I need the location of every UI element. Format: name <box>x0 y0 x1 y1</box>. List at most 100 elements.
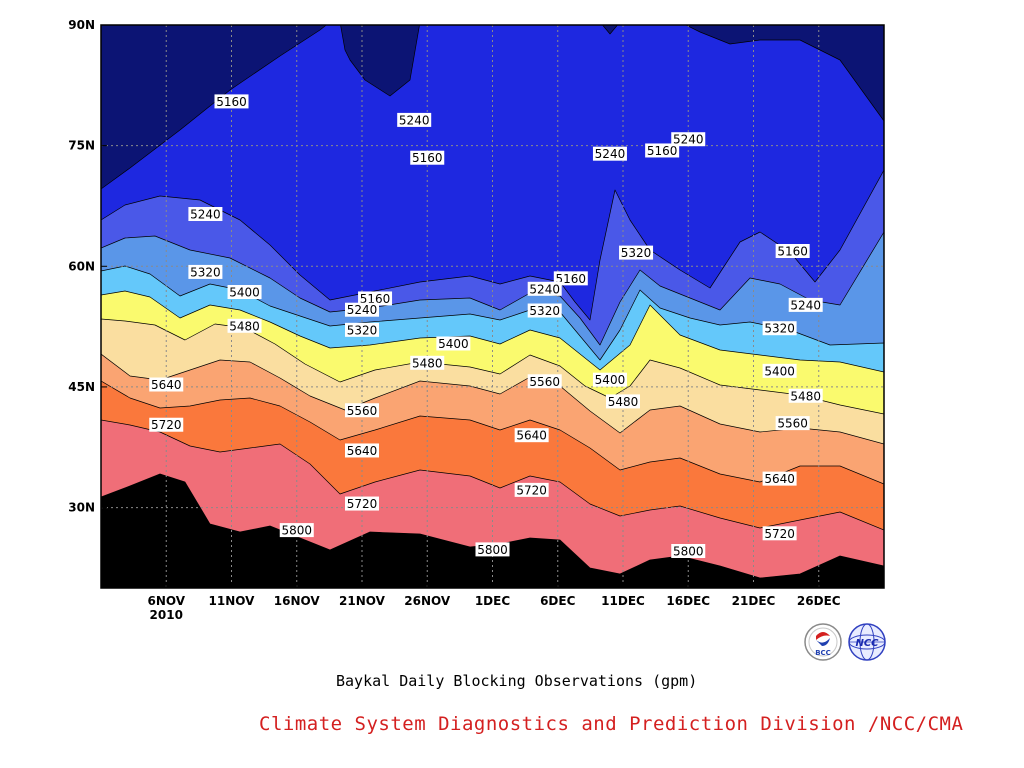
ncc-logo-text: NCC <box>855 638 879 649</box>
contour-label: 5160 <box>214 94 249 109</box>
contour-label: 5640 <box>149 377 184 392</box>
contour-label-box <box>671 544 706 559</box>
contour-label: 5160 <box>410 150 445 165</box>
contour-label-text: 5320 <box>190 265 221 279</box>
contour-label-box <box>592 146 627 161</box>
contour-label-box <box>345 443 379 458</box>
y-tick-label: 90N <box>68 18 95 32</box>
contour-label: 5720 <box>149 417 184 432</box>
contour-label-text: 5240 <box>529 282 560 296</box>
contour-label: 5560 <box>775 416 810 431</box>
contour-label-box <box>606 394 640 409</box>
contour-label: 5240 <box>527 281 562 296</box>
contour-label-box <box>762 471 797 486</box>
contour-label: 5240 <box>188 207 223 222</box>
contour-label-text: 5720 <box>516 483 547 497</box>
contour-label: 5320 <box>188 264 223 279</box>
contour-label: 5720 <box>514 482 549 497</box>
contour-label-box <box>345 403 379 418</box>
contour-label-box <box>397 112 432 127</box>
contour-label: 5560 <box>527 374 562 389</box>
contour-label: 5640 <box>762 471 797 486</box>
contour-label-text: 5560 <box>777 417 808 431</box>
contour-label-text: 5720 <box>151 418 182 432</box>
contour-label-text: 5400 <box>229 286 260 300</box>
contour-label: 5320 <box>619 245 654 260</box>
contour-label-box <box>645 143 680 158</box>
contour-label-box <box>671 132 706 147</box>
contour-label-box <box>514 428 549 443</box>
contour-label: 5240 <box>671 132 706 147</box>
x-tick-label: 16NOV <box>274 594 321 608</box>
contour-label-box <box>410 150 445 165</box>
contour-label-text: 5320 <box>621 246 652 260</box>
x-tick-label: 1DEC <box>475 594 511 608</box>
contour-label: 5800 <box>671 544 706 559</box>
contour-label-box <box>762 526 797 541</box>
contour-label: 5720 <box>345 496 379 511</box>
y-tick-label: 75N <box>68 139 95 153</box>
contour-label-box <box>279 523 314 538</box>
contour-label: 5160 <box>645 143 680 158</box>
contour-label: 5640 <box>514 428 549 443</box>
y-tick-label: 60N <box>68 259 95 273</box>
contour-label-text: 5320 <box>347 323 378 337</box>
contour-label-box <box>475 542 510 557</box>
contour-label-box <box>436 336 471 351</box>
contour-label-text: 5240 <box>790 298 821 312</box>
contour-label-box <box>358 291 393 306</box>
contour-label-box <box>619 245 654 260</box>
contour-label-box <box>410 355 445 370</box>
contour-label-text: 5400 <box>764 364 795 378</box>
contour-label: 5400 <box>592 372 627 387</box>
contour-label-box <box>527 281 562 296</box>
bcc-logo: BCC <box>804 623 842 661</box>
contour-label-box <box>775 416 810 431</box>
contour-label-box <box>788 388 823 403</box>
y-tick-label: 30N <box>68 501 95 515</box>
contour-label-box <box>227 285 262 300</box>
contour-label: 5400 <box>762 363 797 378</box>
contour-label: 5240 <box>397 112 432 127</box>
contour-label-text: 5160 <box>777 245 808 259</box>
contour-label-text: 5240 <box>347 303 378 317</box>
contour-label-box <box>214 94 249 109</box>
contour-label-text: 5560 <box>529 375 560 389</box>
contour-label-text: 5320 <box>764 322 795 336</box>
contour-label-box <box>775 244 810 259</box>
x-tick-label: 11NOV <box>209 594 256 608</box>
contour-label-text: 5240 <box>399 113 430 127</box>
contour-label-box <box>227 318 262 333</box>
x-tick-label: 11DEC <box>601 594 645 608</box>
contour-label-text: 5800 <box>477 543 508 557</box>
contour-label-box <box>149 417 184 432</box>
chart-title: Baykal Daily Blocking Observations (gpm) <box>336 672 698 690</box>
contour-label-box <box>762 321 797 336</box>
contour-label: 5160 <box>358 291 393 306</box>
x-tick-label: 26NOV <box>404 594 451 608</box>
contour-label-box <box>592 372 627 387</box>
contour-label: 5320 <box>762 321 797 336</box>
contour-label-text: 5480 <box>229 319 260 333</box>
contour-label-text: 5480 <box>608 395 639 409</box>
contour-label-text: 5720 <box>347 497 378 511</box>
contour-label-text: 5240 <box>190 208 221 222</box>
contour-label: 5480 <box>410 355 445 370</box>
contour-label-text: 5160 <box>412 151 443 165</box>
ncc-logo: NCC <box>848 623 886 661</box>
contour-label-text: 5640 <box>151 378 182 392</box>
contour-label-box <box>345 322 379 337</box>
x-tick-label: 21DEC <box>732 594 776 608</box>
contour-label-text: 5800 <box>281 524 312 538</box>
contour-label: 5640 <box>345 443 379 458</box>
contour-label-text: 5560 <box>347 404 378 418</box>
contour-label: 5400 <box>436 336 471 351</box>
contour-label: 5800 <box>475 542 510 557</box>
bcc-logo-text: BCC <box>815 649 831 657</box>
contour-label: 5160 <box>553 271 588 286</box>
x-tick-label: 6DEC <box>540 594 576 608</box>
contour-label: 5480 <box>606 394 640 409</box>
contour-label-box <box>345 302 379 317</box>
